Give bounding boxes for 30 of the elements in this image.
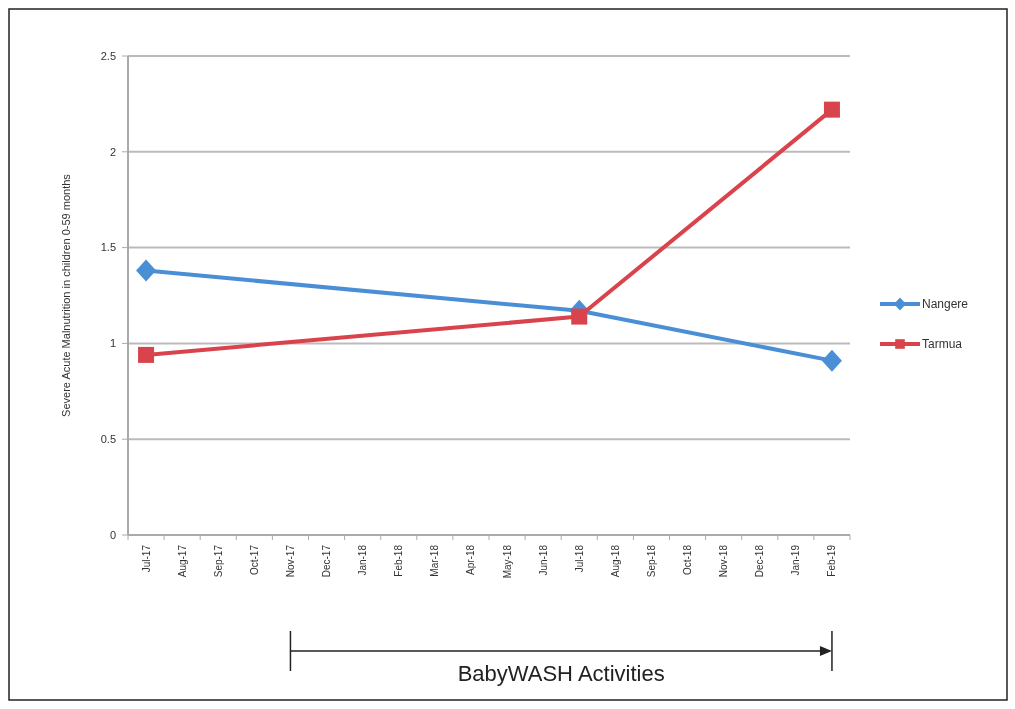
x-tick-label: Jun-18 xyxy=(537,544,549,576)
x-tick-label: Aug-17 xyxy=(176,544,188,578)
y-tick-label: 1.5 xyxy=(100,241,116,254)
y-tick-label: 1 xyxy=(109,337,116,350)
x-tick-label: Oct-17 xyxy=(248,544,260,576)
x-tick-label: Oct-18 xyxy=(682,544,694,576)
legend-label: Nangere xyxy=(922,297,969,312)
x-tick-label: Dec-18 xyxy=(754,544,766,578)
x-tick-label: Feb-19 xyxy=(826,544,838,577)
x-tick-label: Jul-17 xyxy=(140,544,152,573)
x-tick-label: Apr-18 xyxy=(465,544,477,576)
x-tick-label: Jul-18 xyxy=(573,544,585,573)
x-tick-label: Nov-18 xyxy=(718,544,730,578)
x-tick-label: Sep-17 xyxy=(212,544,224,578)
x-tick-label: Feb-18 xyxy=(393,544,405,577)
y-tick-label: 2 xyxy=(109,145,116,158)
x-tick-label: Dec-17 xyxy=(321,544,333,578)
x-tick-label: Sep-18 xyxy=(645,544,657,578)
legend-label: Tarmua xyxy=(922,337,963,352)
x-tick-label: May-18 xyxy=(501,544,513,579)
y-axis-title: Severe Acute Malnutrition in children 0-59 months xyxy=(60,173,72,417)
text: BabyWASH Activities xyxy=(457,661,665,686)
x-tick-label: Mar-18 xyxy=(429,544,441,577)
x-tick-label: Aug-18 xyxy=(609,544,621,578)
x-tick-label: Nov-17 xyxy=(284,544,296,578)
y-tick-label: 2.5 xyxy=(100,49,116,62)
x-tick-label: Jan-19 xyxy=(790,544,802,576)
y-tick-label: 0 xyxy=(109,528,116,541)
y-tick-label: 0.5 xyxy=(100,433,116,446)
x-tick-label: Jan-18 xyxy=(357,544,369,576)
